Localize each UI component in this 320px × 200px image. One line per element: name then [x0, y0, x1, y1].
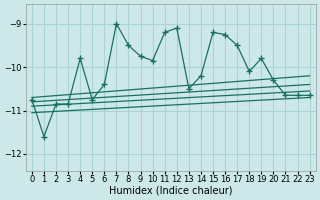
- X-axis label: Humidex (Indice chaleur): Humidex (Indice chaleur): [109, 186, 233, 196]
